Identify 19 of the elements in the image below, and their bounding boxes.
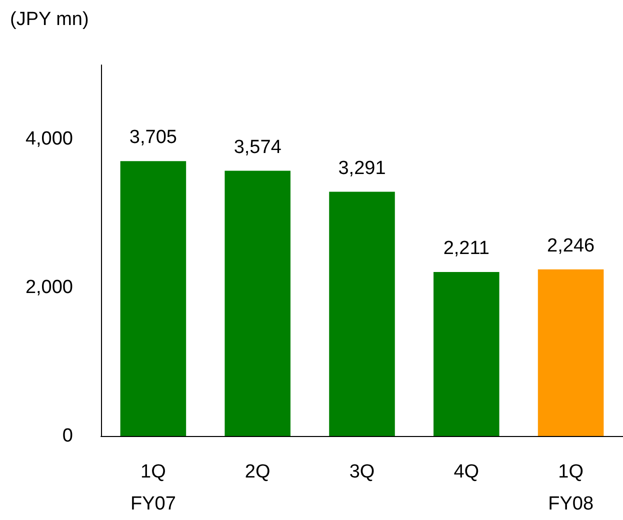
data-label: 2,246 [547,235,595,256]
bar [329,192,395,436]
bar [538,269,604,436]
x-tick-label: 3Q [349,462,375,482]
x-tick-label: 2Q [244,462,270,482]
y-axis-title: (JPY mn) [10,9,89,30]
x-tick-label: 4Q [454,462,480,482]
y-tick-label: 4,000 [25,128,73,150]
y-tick-label: 2,000 [25,277,73,298]
x-tick-label: 1Q FY07 [130,462,176,514]
data-label: 3,705 [129,127,177,148]
x-tick-label: 1Q FY08 [548,462,594,514]
data-label: 3,574 [234,136,282,158]
bar [434,272,500,436]
y-tick-label: 0 [62,426,73,446]
data-label: 3,291 [338,158,386,179]
data-label: 2,211 [443,238,490,259]
bar [224,170,290,436]
bar [120,161,186,436]
